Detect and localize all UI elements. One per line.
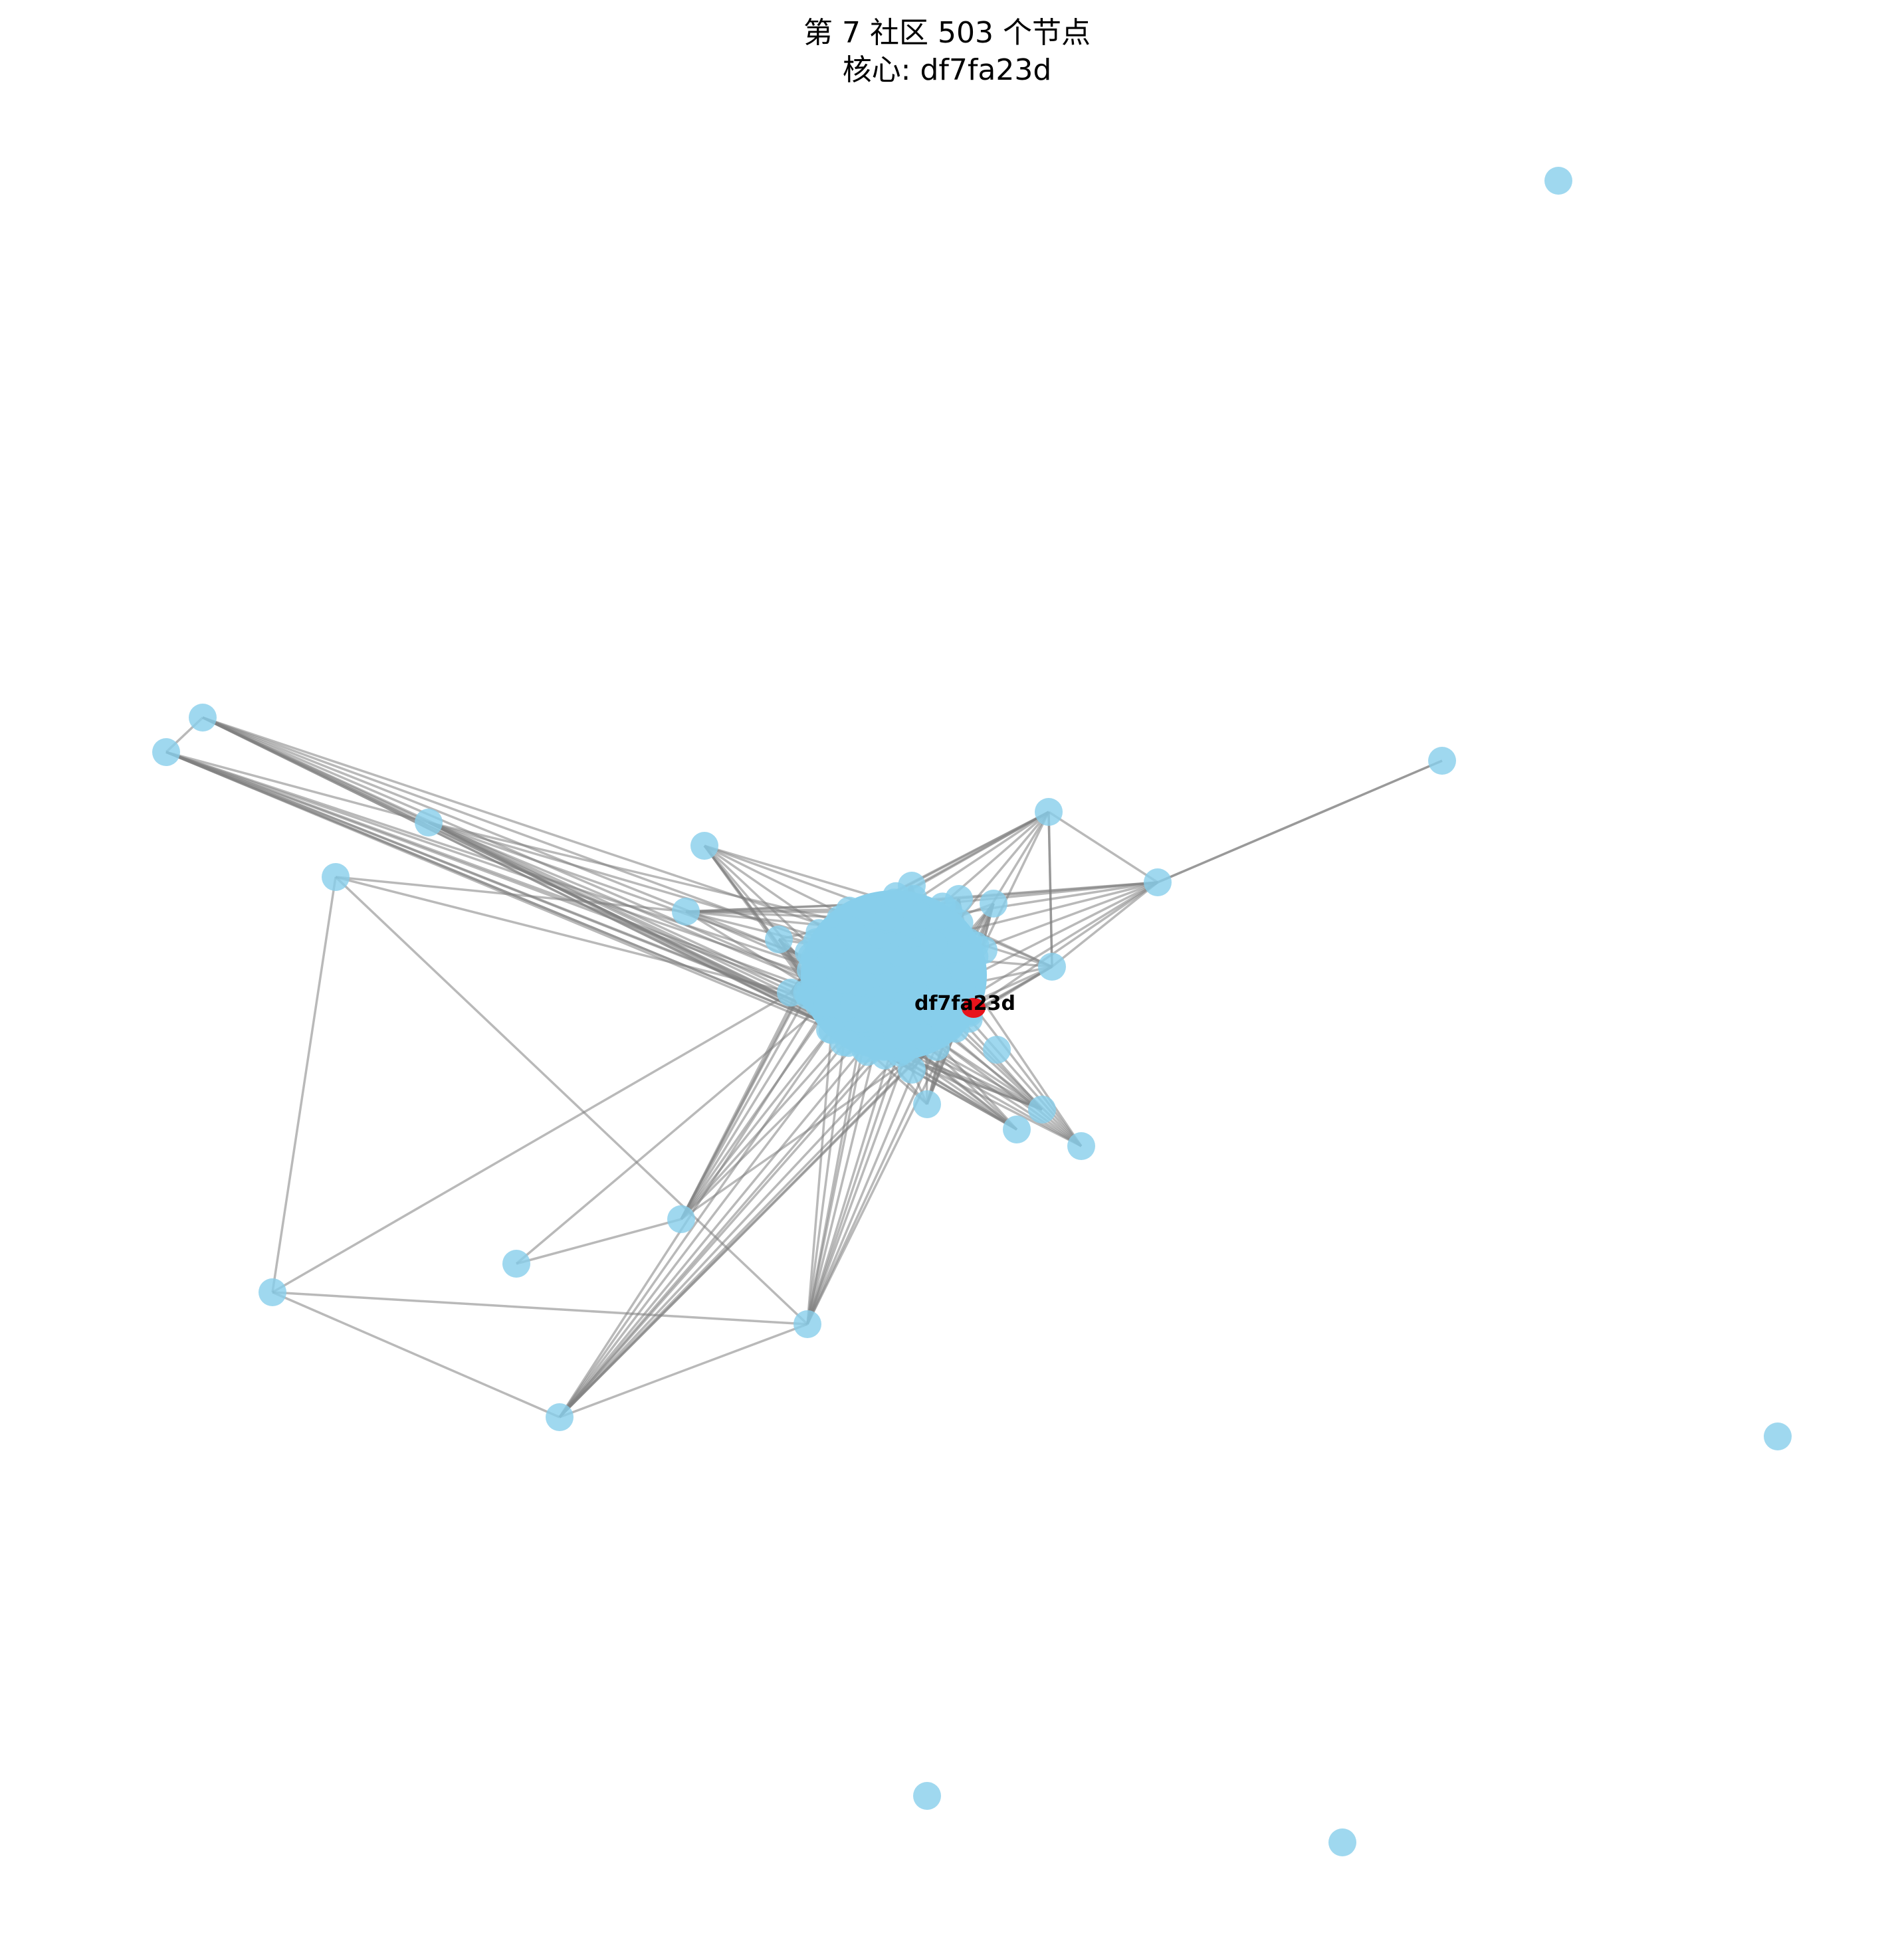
graph-node [152, 738, 180, 766]
graph-node [667, 1205, 695, 1233]
graph-node [690, 832, 718, 860]
graph-node [189, 704, 217, 732]
graph-node [924, 965, 952, 993]
graph-node [970, 936, 998, 964]
edge [165, 751, 815, 969]
graph-node [837, 916, 865, 944]
graph-node [1428, 747, 1456, 775]
graph-node [854, 1003, 881, 1030]
edge [165, 751, 817, 992]
graph-node [322, 863, 350, 891]
graph-node [259, 1278, 286, 1306]
graph-node [1144, 868, 1172, 896]
edge [272, 991, 791, 1294]
edge [909, 811, 1049, 905]
edge [704, 844, 848, 918]
edge [973, 881, 1158, 977]
edge [272, 1291, 560, 1419]
edge [272, 1291, 808, 1325]
graph-node [898, 872, 926, 900]
graph-node [797, 956, 825, 984]
edge [559, 1323, 808, 1419]
edge [704, 844, 830, 933]
edge [966, 811, 1050, 947]
graph-node [546, 1403, 574, 1431]
graph-node [980, 890, 1007, 918]
graph-node [913, 1782, 941, 1810]
graph-node [1028, 1096, 1056, 1124]
edge [1157, 759, 1443, 884]
graph-node [920, 930, 948, 957]
graph-node [672, 898, 700, 926]
graph-node [831, 967, 858, 994]
title-line-1: 第 7 社区 503 个节点 [803, 16, 1091, 50]
graph-node [913, 1090, 941, 1118]
graph-node [1544, 167, 1572, 195]
edge [334, 876, 809, 1325]
edge [958, 881, 1158, 934]
graph-node [910, 1023, 937, 1050]
graph-node [793, 1310, 821, 1338]
graph-node [946, 909, 974, 936]
highlight-layer: df7fa23d [914, 992, 1015, 1018]
graph-node [883, 965, 910, 993]
highlight-node-label: df7fa23d [914, 992, 1015, 1015]
graph-node [1003, 1116, 1031, 1143]
graph-node [777, 979, 805, 1007]
figure-title: 第 7 社区 503 个节点 核心: df7fa23d [0, 15, 1894, 89]
edge [704, 844, 870, 908]
graph-node [765, 926, 793, 953]
edge [428, 821, 815, 985]
title-line-2: 核心: df7fa23d [842, 53, 1052, 87]
edge [969, 881, 1158, 954]
edge [428, 821, 817, 961]
edge [428, 821, 822, 1007]
edge [806, 1056, 898, 1325]
edge [558, 1033, 942, 1419]
graph-node [829, 1029, 857, 1056]
graph-node [1328, 1828, 1356, 1856]
edge [428, 821, 835, 1026]
edge [165, 751, 841, 1031]
edge [1048, 811, 1158, 884]
edge [428, 821, 841, 922]
edge [271, 876, 337, 1293]
graph-node [1038, 953, 1066, 981]
edge [969, 881, 1158, 999]
graph-node [883, 1022, 910, 1049]
edge [704, 844, 894, 904]
graph-node [873, 904, 900, 931]
edge [1051, 881, 1159, 968]
graph-node [983, 1036, 1011, 1064]
graph-node [1764, 1422, 1792, 1450]
edge [335, 876, 791, 994]
edge [685, 910, 821, 947]
edge [516, 1218, 682, 1265]
nodes-layer [152, 167, 1792, 1856]
graph-node [415, 809, 443, 836]
graph-node [502, 1250, 530, 1278]
graph-node [813, 990, 841, 1017]
edge [958, 881, 1158, 1020]
graph-node [854, 1039, 881, 1066]
graph-node [945, 885, 973, 913]
highlight-node [962, 998, 986, 1018]
graph-node [898, 1056, 926, 1084]
edge [165, 751, 429, 824]
graph-node [1035, 798, 1063, 826]
graph-node [1067, 1132, 1095, 1160]
edge [685, 910, 817, 992]
graph-node [852, 944, 879, 971]
graph-node [803, 928, 830, 955]
graph-node [925, 903, 952, 930]
graph-node [917, 995, 944, 1022]
